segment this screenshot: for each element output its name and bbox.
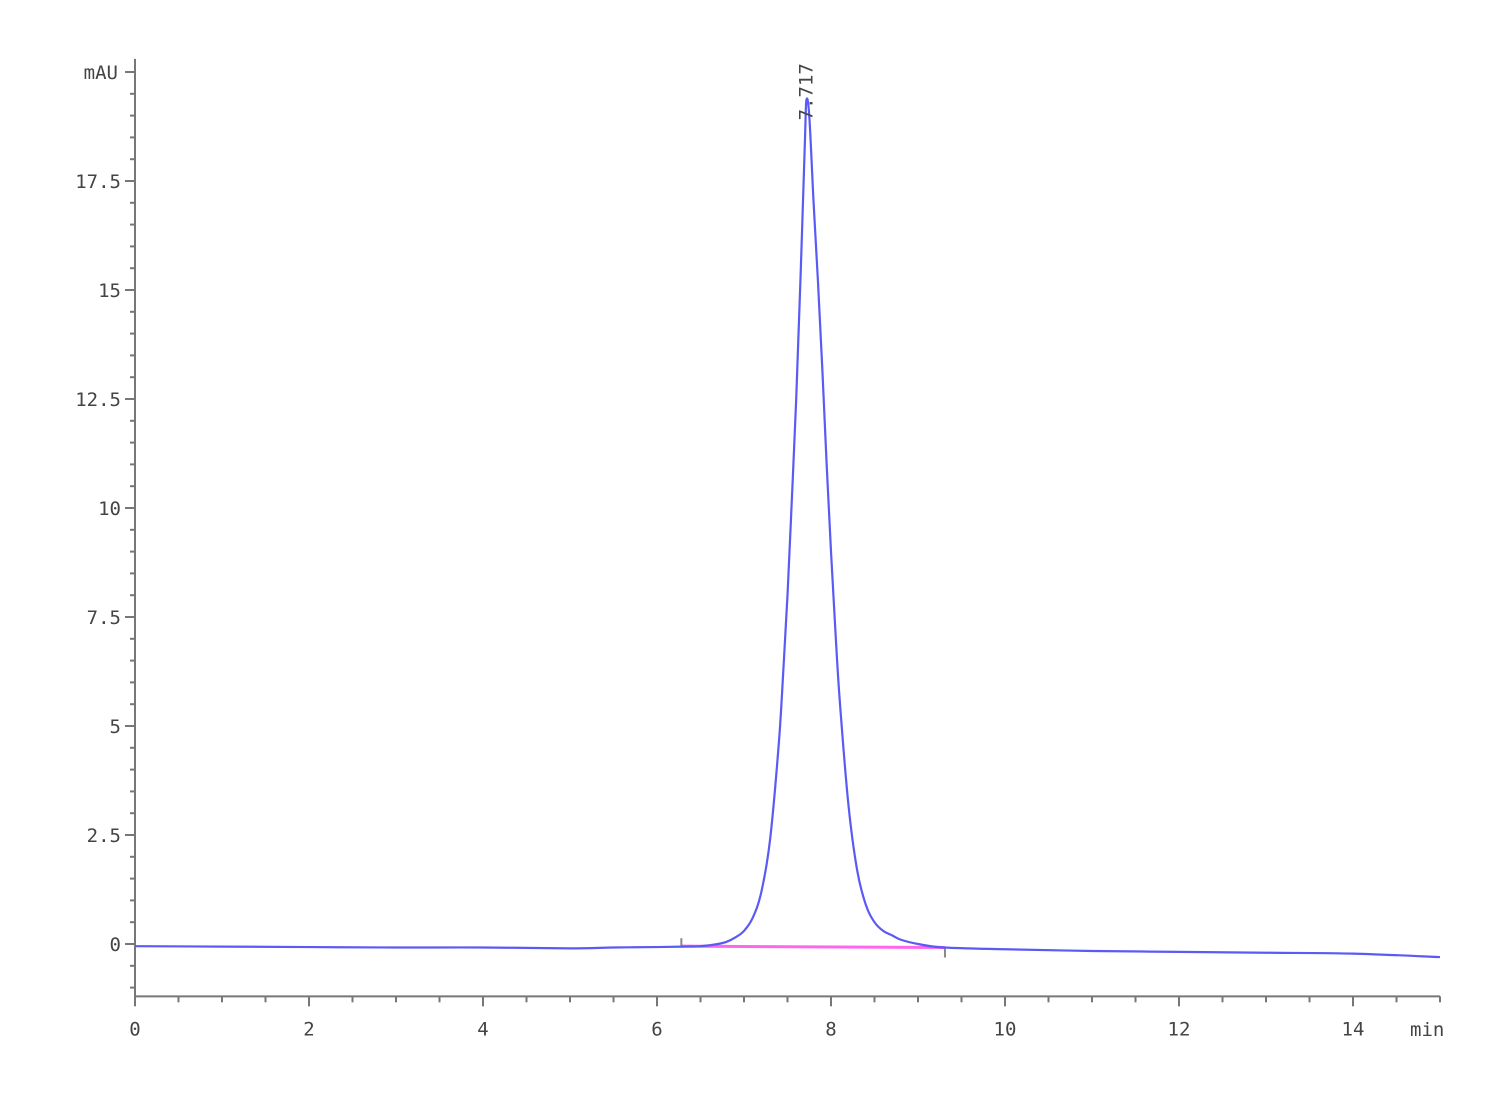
- axes: 0 2.5 5 7.5 10 12.5 15 17.5 0 2 4 6 8 10 12 14: [75, 58, 1441, 1040]
- x-tick-label: 14: [1342, 1018, 1365, 1040]
- y-axis-label: mAU: [84, 62, 118, 84]
- peak-label: 7.717: [795, 63, 817, 120]
- chromatogram-trace: [134, 97, 1441, 959]
- x-tick-label: 6: [651, 1018, 662, 1040]
- y-tick-label: 2.5: [87, 825, 121, 847]
- x-tick-label: 4: [477, 1018, 488, 1040]
- y-tick-label: 0: [110, 934, 121, 956]
- y-tick-label: 10: [98, 498, 121, 520]
- x-tick-label: 12: [1168, 1018, 1191, 1040]
- marks: 7.717: [134, 63, 1441, 959]
- x-tick-label: 0: [129, 1018, 140, 1040]
- x-tick-label: 8: [825, 1018, 836, 1040]
- y-tick-label: 12.5: [75, 389, 121, 411]
- y-tick-label: 17.5: [75, 171, 121, 193]
- x-tick-label: 10: [994, 1018, 1017, 1040]
- y-tick-label: 5: [110, 716, 121, 738]
- y-tick-label: 15: [98, 280, 121, 302]
- x-axis-label: min: [1410, 1019, 1444, 1041]
- y-tick-label: 7.5: [87, 607, 121, 629]
- integration-baseline: [681, 944, 945, 949]
- x-tick-label: 2: [303, 1018, 314, 1040]
